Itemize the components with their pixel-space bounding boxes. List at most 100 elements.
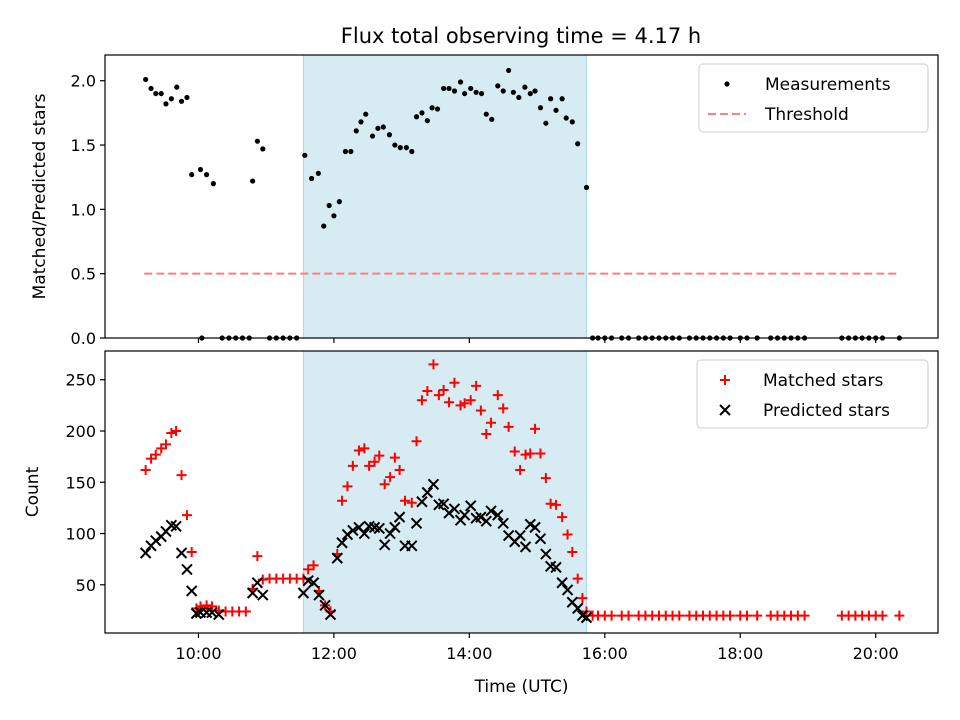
predicted-star-point xyxy=(556,577,568,589)
predicted-star-point xyxy=(139,547,152,559)
top-shaded-span xyxy=(302,54,588,339)
matched-star-point xyxy=(166,428,177,439)
matched-star-point xyxy=(623,610,634,621)
matched-star-point xyxy=(400,495,411,506)
predicted-star-point xyxy=(492,509,504,521)
measurement-point xyxy=(516,94,522,101)
measurement-point xyxy=(153,90,159,97)
y-tick-label: 150 xyxy=(65,473,96,492)
measurement-point xyxy=(409,148,415,155)
bottom-y-axis-label: Count xyxy=(23,466,43,517)
matched-star-point xyxy=(481,429,492,440)
measurement-point xyxy=(457,79,464,85)
top-y-ticks: 0.0 0.5 1.0 1.5 2.0 xyxy=(71,72,105,348)
matched-star-point xyxy=(150,449,161,460)
bottom-panel: 50 100 150 200 250 10:00 12:00 14:00 16:00 18:00 2… xyxy=(23,350,939,697)
matched-star-point xyxy=(475,405,486,416)
predicted-star-point xyxy=(572,602,584,615)
matched-star-point xyxy=(577,593,588,604)
matched-star-point xyxy=(160,439,171,450)
matched-star-point xyxy=(181,510,192,521)
predicted-star-point xyxy=(529,521,541,534)
measurement-point xyxy=(197,166,204,173)
measurement-point xyxy=(189,172,195,178)
measurement-point xyxy=(174,84,180,90)
measurement-point xyxy=(419,110,425,116)
measurement-point xyxy=(380,124,386,130)
measurement-point xyxy=(250,178,256,184)
legend-marker-matched xyxy=(720,375,730,385)
matched-star-point xyxy=(337,495,348,506)
predicted-star-point xyxy=(378,539,391,551)
predicted-star-point xyxy=(251,577,264,589)
predicted-star-point xyxy=(410,517,423,529)
measurement-point xyxy=(462,90,468,97)
predicted-star-point xyxy=(480,515,492,527)
x-tick-label: 18:00 xyxy=(717,644,763,663)
matched-star-point xyxy=(406,497,417,508)
y-tick-label: 50 xyxy=(76,576,96,595)
y-tick-label: 2.0 xyxy=(71,72,96,91)
matched-star-point xyxy=(438,384,449,395)
bottom-shaded-span xyxy=(302,350,588,634)
matched-star-point xyxy=(562,529,573,540)
chart-title: Flux total observing time = 4.17 h xyxy=(341,24,701,48)
measurement-point xyxy=(326,202,332,209)
legend-box xyxy=(698,63,929,133)
x-tick-label: 20:00 xyxy=(853,644,899,663)
measurement-point xyxy=(543,120,549,126)
predicted-star-point xyxy=(497,517,509,529)
measurement-point xyxy=(353,128,359,134)
measurement-point xyxy=(434,106,441,112)
measurement-point xyxy=(210,181,216,187)
matched-star-point xyxy=(176,470,187,481)
matched-star-point xyxy=(674,610,685,621)
matched-star-point xyxy=(342,481,353,492)
predicted-star-point xyxy=(246,587,259,599)
measurement-point xyxy=(473,89,479,95)
matched-star-point xyxy=(379,479,390,490)
matched-star-point xyxy=(545,498,556,509)
predicted-star-point xyxy=(307,577,320,589)
matched-star-point xyxy=(752,610,763,621)
predicted-star-point xyxy=(421,486,434,499)
predicted-star-point xyxy=(185,585,198,597)
matched-star-point xyxy=(498,403,509,414)
measurement-point xyxy=(559,96,565,102)
predicted-star-point xyxy=(313,589,325,601)
predicted-star-point xyxy=(448,503,461,515)
matched-star-point xyxy=(525,448,536,459)
matched-star-point xyxy=(308,560,319,571)
measurement-point xyxy=(184,94,190,101)
measurement-point xyxy=(403,145,409,151)
legend-label: Matched stars xyxy=(763,371,883,391)
predicted-star-point xyxy=(416,496,428,508)
measurement-point xyxy=(392,142,398,148)
predicted-star-point xyxy=(540,548,552,560)
top-x-ticks xyxy=(197,338,877,343)
measurement-point xyxy=(468,85,474,92)
matched-star-point xyxy=(530,423,541,434)
predicted-star-point xyxy=(373,522,385,535)
matched-star-point xyxy=(369,456,380,467)
matched-star-point xyxy=(364,460,375,471)
predicted-star-point xyxy=(324,608,337,621)
matched-star-point xyxy=(444,397,455,408)
matched-star-point xyxy=(422,385,433,396)
measurement-point xyxy=(348,148,354,155)
predicted-star-point xyxy=(175,547,188,559)
matched-star-point xyxy=(799,610,810,621)
matched-star-point xyxy=(503,421,514,432)
x-tick-label: 14:00 xyxy=(446,644,492,663)
bottom-y-ticks: 50 100 150 200 250 xyxy=(65,371,105,595)
matched-star-point xyxy=(416,395,427,406)
x-tick-label: 12:00 xyxy=(311,644,357,663)
predicted-star-point xyxy=(514,529,526,542)
predicted-star-point xyxy=(458,509,471,521)
x-tick-label: 10:00 xyxy=(175,644,221,663)
y-tick-label: 1.5 xyxy=(71,136,96,155)
legend-marker-predicted xyxy=(719,404,731,416)
measurement-point xyxy=(363,111,369,117)
measurement-point xyxy=(527,90,533,97)
measurement-point xyxy=(583,184,590,191)
